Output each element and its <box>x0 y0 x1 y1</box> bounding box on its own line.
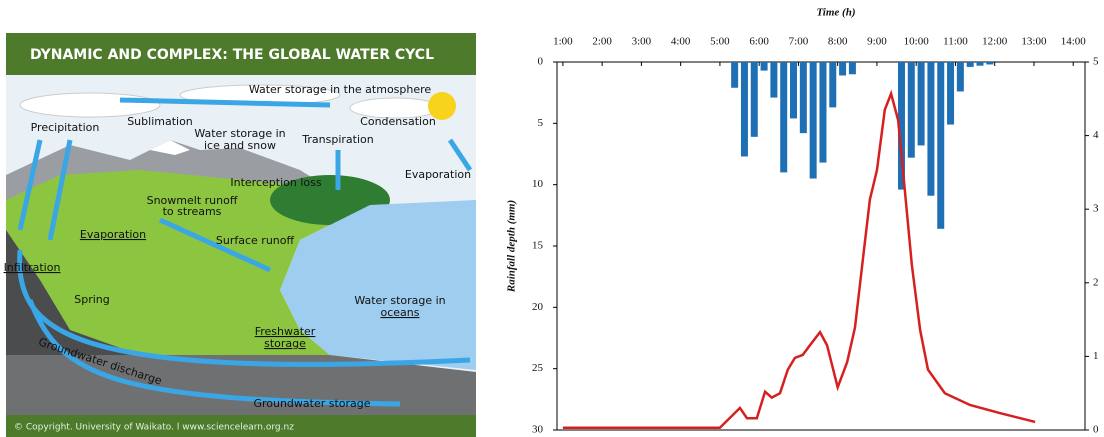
y2-tick-label: 2 <box>1093 276 1099 288</box>
x-tick-label: 11:00 <box>943 36 968 48</box>
bar <box>810 62 817 179</box>
x-tick-label: 3:00 <box>632 36 652 48</box>
bar <box>839 62 846 75</box>
bar <box>731 62 738 88</box>
y-axis-title: Rainfall depth (mm) <box>506 200 518 293</box>
diagram-title: DYNAMIC AND COMPLEX: THE GLOBAL WATER CY… <box>30 47 434 63</box>
diagram-label: Spring <box>74 293 110 306</box>
diagram-label: ice and snow <box>204 139 276 152</box>
bar <box>780 62 787 172</box>
diagram-label: Condensation <box>360 115 436 128</box>
copyright: © Copyright. University of Waikato. l ww… <box>14 423 294 433</box>
diagram-label: Transpiration <box>301 133 373 146</box>
chart: Time (h) Rainfall depth (mm) 1:00 2:00 3:0… <box>506 7 1099 436</box>
diagram-label: storage <box>264 337 306 350</box>
bar <box>976 62 983 66</box>
y-tick-label: 10 <box>532 178 544 190</box>
bar <box>849 62 856 74</box>
y2-tick-label: 3 <box>1093 203 1099 215</box>
bar <box>829 62 836 107</box>
x-tick-label: 14:00 <box>1061 36 1087 48</box>
y2-tick-label: 4 <box>1093 129 1099 141</box>
bar <box>937 62 944 229</box>
y-tick-label: 15 <box>532 240 544 252</box>
diagram-label: oceans <box>381 306 420 319</box>
x-tick-label: 6:00 <box>749 36 769 48</box>
bar <box>819 62 826 163</box>
y-tick-label: 30 <box>532 424 544 436</box>
cloud <box>20 93 160 117</box>
y-tick-label: 25 <box>532 362 544 374</box>
bar <box>957 62 964 91</box>
bar <box>741 62 748 156</box>
y2-tick-label: 5 <box>1093 56 1099 68</box>
x-tick-label: 7:00 <box>789 36 809 48</box>
bar <box>927 62 934 196</box>
page: DYNAMIC AND COMPLEX: THE GLOBAL WATER CY… <box>0 0 1104 437</box>
bar <box>770 62 777 98</box>
y2-tick-label: 0 <box>1093 424 1099 436</box>
water-cycle-diagram: DYNAMIC AND COMPLEX: THE GLOBAL WATER CY… <box>4 33 476 437</box>
x-tick-label: 8:00 <box>828 36 848 48</box>
bar <box>761 62 768 71</box>
x-tick-label: 13:00 <box>1021 36 1047 48</box>
diagram-label: Evaporation <box>405 168 471 181</box>
bar <box>751 62 758 137</box>
diagram-label: to streams <box>163 205 222 218</box>
diagram-label: Groundwater storage <box>253 397 370 410</box>
diagram-label: Precipitation <box>31 121 100 134</box>
x-tick-label: 9:00 <box>867 36 887 48</box>
x-tick-label: 4:00 <box>671 36 691 48</box>
x-tick-label: 5:00 <box>710 36 730 48</box>
y2-tick-label: 1 <box>1093 350 1099 362</box>
x-tick-label: 10:00 <box>904 36 930 48</box>
bar <box>908 62 915 158</box>
bar <box>800 62 807 133</box>
x-tick-label: 2:00 <box>592 36 612 48</box>
diagram-label: Evaporation <box>80 228 146 241</box>
y-tick-label: 20 <box>532 301 544 313</box>
y-tick-label: 0 <box>538 56 544 68</box>
bar <box>947 62 954 125</box>
x-axis-title: Time (h) <box>817 7 856 19</box>
diagram-label: Water storage in the atmosphere <box>249 83 432 96</box>
diagram-label: Infiltration <box>4 261 61 274</box>
bar <box>986 62 993 64</box>
x-tick-label: 1:00 <box>553 36 573 48</box>
bar <box>790 62 797 118</box>
x-tick-label: 12:00 <box>982 36 1008 48</box>
y-tick-label: 5 <box>538 117 544 129</box>
bar <box>918 62 925 145</box>
diagram-label: Surface runoff <box>216 234 295 247</box>
diagram-label: Interception loss <box>230 176 321 189</box>
diagram-label: Sublimation <box>127 115 193 128</box>
bar <box>967 62 974 67</box>
